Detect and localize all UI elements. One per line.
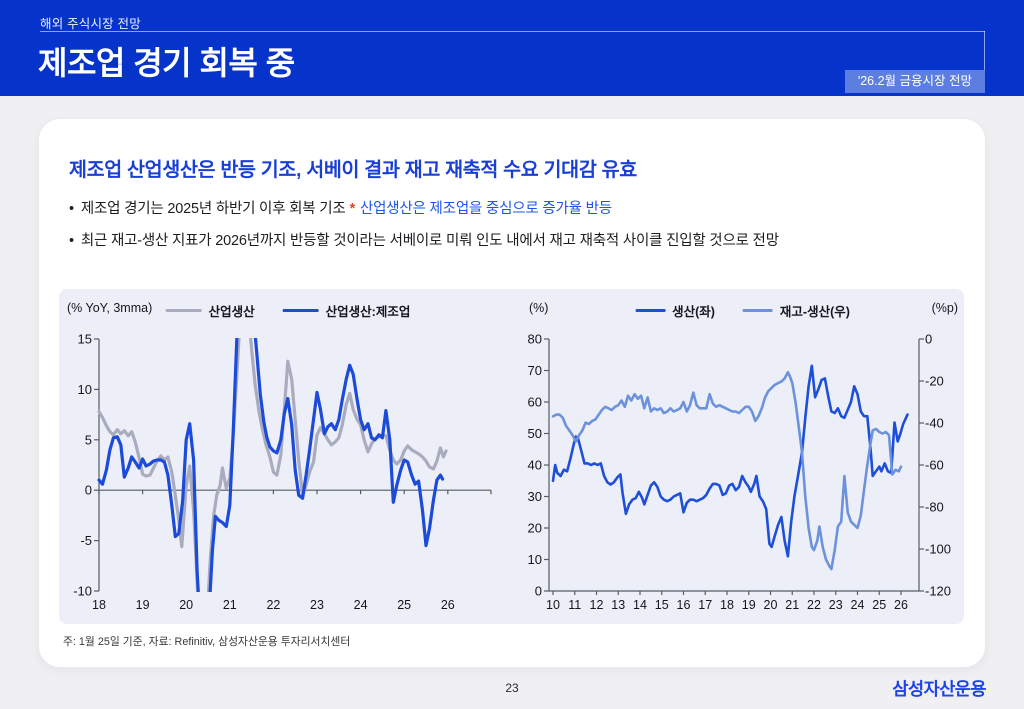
section-label: 해외 주식시장 전망 [40, 17, 141, 31]
svg-text:17: 17 [698, 598, 712, 612]
header-underline [40, 31, 985, 32]
svg-text:10: 10 [528, 552, 542, 567]
svg-text:-10: -10 [73, 584, 92, 599]
svg-text:13: 13 [611, 598, 625, 612]
svg-text:26: 26 [441, 598, 455, 612]
svg-text:11: 11 [568, 598, 581, 612]
asterisk-mark: * [349, 201, 356, 217]
legend-line-swatch-blue [282, 308, 319, 313]
svg-text:-80: -80 [925, 500, 944, 515]
svg-text:22: 22 [807, 598, 821, 612]
legend-line-swatch-darkblue [635, 309, 666, 312]
svg-text:5: 5 [85, 432, 92, 447]
svg-text:12: 12 [590, 598, 604, 612]
svg-text:50: 50 [528, 426, 542, 441]
legend-line-swatch-lightblue [742, 309, 773, 312]
card-heading: 제조업 산업생산은 반등 기조, 서베이 결과 재고 재축적 수요 기대감 유효 [69, 159, 637, 181]
left-chart-header: (% YoY, 3mma) 산업생산 산업생산:제조업 [59, 289, 517, 331]
svg-text:0: 0 [535, 584, 542, 599]
svg-text:19: 19 [136, 598, 150, 612]
svg-text:24: 24 [851, 598, 865, 612]
source-note: 주: 1월 25일 기준, 자료: Refinitiv, 삼성자산운용 투자리서… [63, 636, 351, 648]
svg-text:15: 15 [655, 598, 669, 612]
bullet-text: 제조업 경기는 2025년 하반기 이후 회복 기조 [80, 201, 346, 217]
svg-text:22: 22 [266, 598, 280, 612]
svg-text:-120: -120 [925, 584, 951, 599]
slide-title: 제조업 경기 회복 중 [38, 45, 295, 81]
content-card: 제조업 산업생산은 반등 기조, 서베이 결과 재고 재축적 수요 기대감 유효… [38, 118, 986, 668]
right-chart: (%) 생산(좌) 재고-생산(우) (%p) 80 70 60 50 40 30 20 10… [521, 289, 964, 624]
right-chart-header: (%) 생산(좌) 재고-생산(우) (%p) [521, 289, 964, 331]
charts-panel: (% YoY, 3mma) 산업생산 산업생산:제조업 15 10 5 0 -5 -10 1… [59, 289, 964, 624]
header-corner-rule [984, 31, 985, 70]
bullet-marker: • [69, 201, 74, 217]
legend-label: 생산(좌) [672, 305, 715, 319]
svg-text:0: 0 [925, 332, 932, 347]
svg-text:-100: -100 [925, 542, 951, 557]
svg-text:70: 70 [528, 363, 542, 378]
svg-text:19: 19 [742, 598, 756, 612]
bullet-marker: • [69, 233, 74, 249]
svg-text:10: 10 [546, 598, 560, 612]
svg-text:30: 30 [528, 489, 542, 504]
header-banner: 해외 주식시장 전망 제조업 경기 회복 중 '26.2월 금융시장 전망 [0, 0, 1024, 96]
svg-text:26: 26 [894, 598, 908, 612]
bullet-item-1: • 제조업 경기는 2025년 하반기 이후 회복 기조 * 산업생산은 제조업을 중… [69, 197, 612, 218]
svg-text:0: 0 [85, 483, 92, 498]
svg-text:16: 16 [677, 598, 691, 612]
left-chart-unit-label: (% YoY, 3mma) [67, 301, 153, 315]
svg-text:21: 21 [223, 598, 237, 612]
svg-text:18: 18 [92, 598, 106, 612]
left-chart-legend: 산업생산 산업생산:제조업 [165, 301, 411, 320]
svg-text:24: 24 [354, 598, 368, 612]
bullet-text: 최근 재고-생산 지표가 2026년까지 반등할 것이라는 서베이로 미뤄 인도… [80, 233, 779, 249]
svg-text:20: 20 [764, 598, 778, 612]
svg-text:-5: -5 [80, 533, 92, 548]
left-chart: (% YoY, 3mma) 산업생산 산업생산:제조업 15 10 5 0 -5 -10 1… [59, 289, 517, 624]
bullet-highlight: 산업생산은 제조업을 중심으로 증가율 반등 [360, 201, 612, 217]
svg-text:-60: -60 [925, 458, 944, 473]
right-chart-plot: 80 70 60 50 40 30 20 10 0 0 -20 -40 -60 -80 -100 -120 10… [528, 332, 952, 613]
svg-text:18: 18 [720, 598, 734, 612]
svg-text:20: 20 [528, 521, 542, 536]
company-logo: 삼성자산운용 [892, 679, 986, 699]
svg-text:40: 40 [528, 458, 542, 473]
svg-text:14: 14 [633, 598, 647, 612]
legend-line-swatch-gray [165, 308, 202, 313]
svg-text:-40: -40 [925, 416, 944, 431]
right-chart-right-unit-label: (%p) [931, 301, 958, 315]
svg-text:25: 25 [872, 598, 886, 612]
svg-text:25: 25 [397, 598, 411, 612]
svg-text:23: 23 [310, 598, 324, 612]
page-number: 23 [505, 681, 519, 695]
legend-label: 산업생산 [208, 305, 255, 319]
right-chart-left-unit-label: (%) [529, 301, 549, 315]
legend-label: 산업생산:제조업 [325, 305, 411, 319]
svg-text:21: 21 [785, 598, 799, 612]
svg-text:60: 60 [528, 395, 542, 410]
svg-text:20: 20 [179, 598, 193, 612]
svg-text:15: 15 [78, 332, 92, 347]
report-badge: '26.2월 금융시장 전망 [844, 70, 985, 93]
svg-text:80: 80 [528, 332, 542, 347]
bullet-item-2: • 최근 재고-생산 지표가 2026년까지 반등할 것이라는 서베이로 미뤄 인… [69, 229, 779, 250]
svg-text:-20: -20 [925, 374, 944, 389]
svg-text:10: 10 [78, 382, 92, 397]
svg-text:23: 23 [829, 598, 843, 612]
right-chart-legend: 생산(좌) 재고-생산(우) [635, 301, 850, 320]
legend-label: 재고-생산(우) [779, 305, 850, 319]
